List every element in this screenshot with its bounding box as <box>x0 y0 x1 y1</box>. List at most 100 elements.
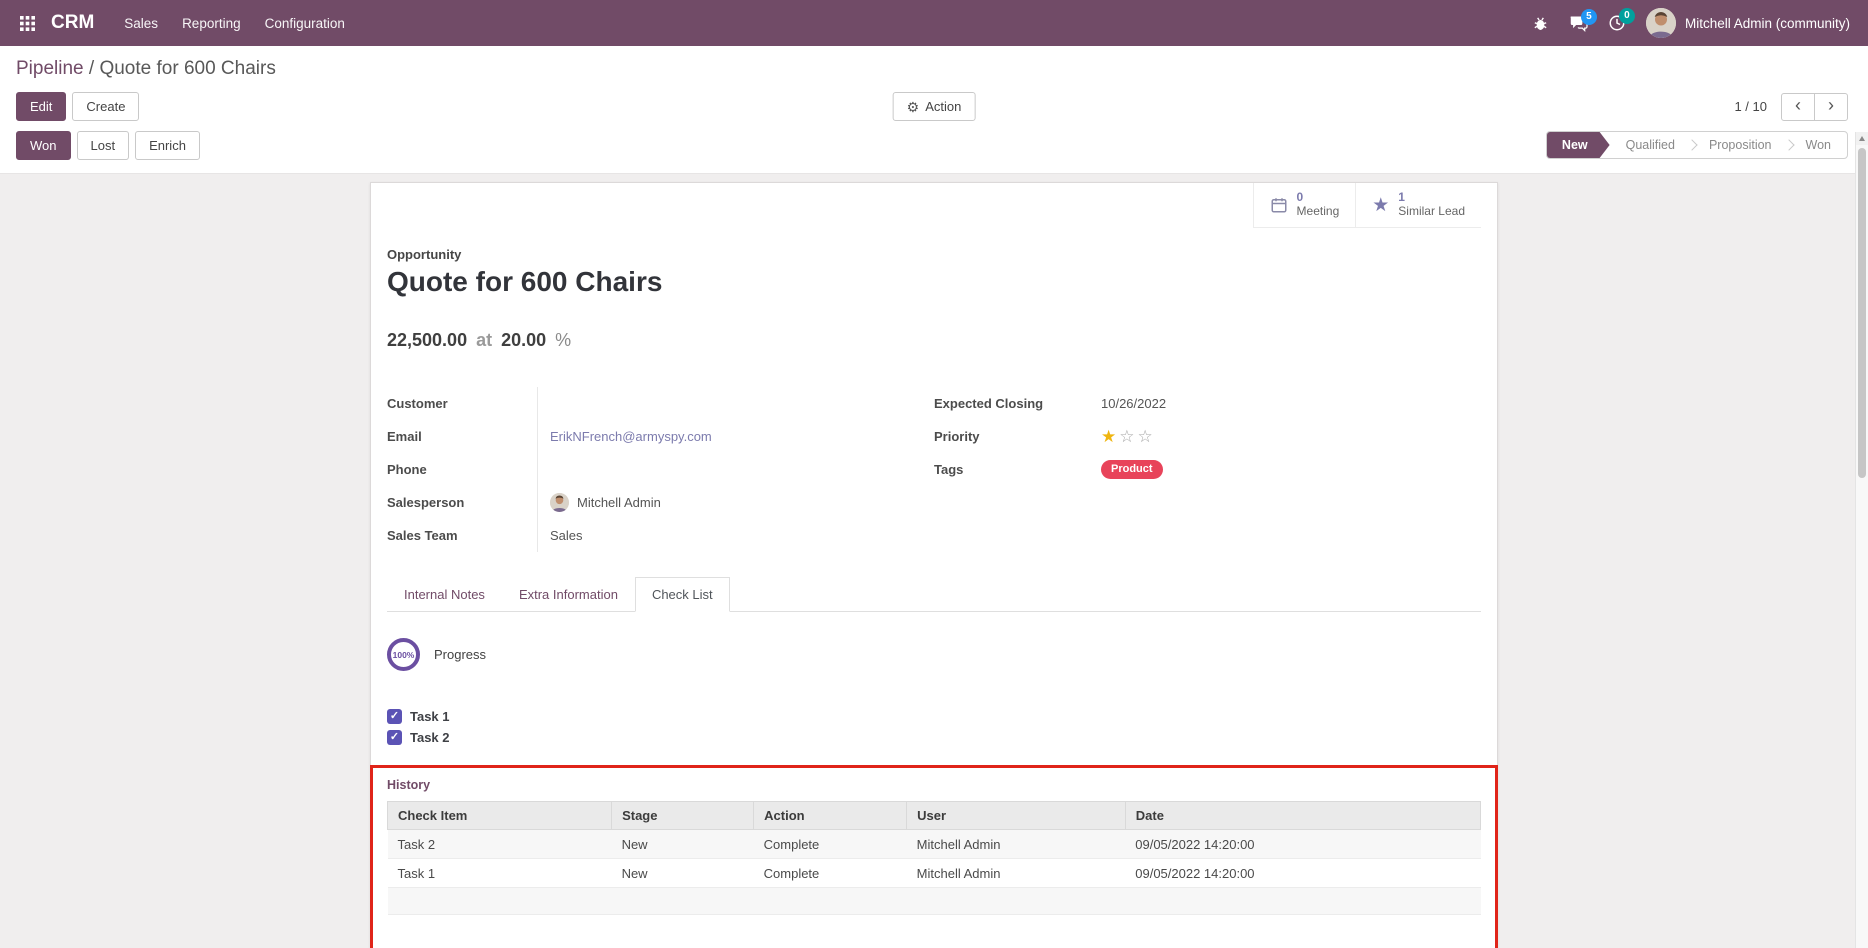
star-filled-icon[interactable]: ★ <box>1101 427 1120 446</box>
menu-reporting[interactable]: Reporting <box>182 15 241 31</box>
stage-qualified[interactable]: Qualified <box>1610 132 1691 158</box>
gear-icon: ⚙ <box>906 98 920 115</box>
star-icon: ★ <box>1372 194 1390 216</box>
menu-sales[interactable]: Sales <box>124 15 159 31</box>
sales-team-value[interactable]: Sales <box>550 528 583 543</box>
won-button[interactable]: Won <box>16 130 71 160</box>
phone-label: Phone <box>387 462 427 477</box>
history-cell: 09/05/2022 14:20:00 <box>1125 858 1481 888</box>
similar-leads-smart-button[interactable]: ★ 1 Similar Lead <box>1355 183 1481 228</box>
expected-revenue-row: 22,500.00 at 20.00 % <box>387 330 1481 351</box>
col-action: Action <box>753 801 908 830</box>
checkbox-checked-icon[interactable]: ✓ <box>387 709 402 724</box>
pager-previous-button[interactable]: ‹ <box>1781 92 1815 121</box>
star-empty-icon[interactable]: ☆ <box>1119 427 1138 446</box>
smart-button-box: 0 Meeting ★ 1 Similar Lead <box>1252 183 1481 228</box>
email-value-link[interactable]: ErikNFrench@armyspy.com <box>550 429 712 444</box>
task-1-label: Task 1 <box>410 709 450 724</box>
stage-won[interactable]: Won <box>1790 132 1847 158</box>
edit-button[interactable]: Edit <box>16 92 67 121</box>
create-button[interactable]: Create <box>72 92 140 121</box>
task-2-row[interactable]: ✓ Task 2 <box>387 730 1481 745</box>
messages-button[interactable]: 5 <box>1559 8 1598 38</box>
tab-extra-information[interactable]: Extra Information <box>518 587 618 602</box>
left-field-labels: Customer Email Phone Salesperson Sales T… <box>387 387 537 552</box>
activities-button[interactable]: 0 <box>1598 8 1636 38</box>
expected-revenue-value: 22,500.00 <box>387 330 468 350</box>
breadcrumb-pipeline-link[interactable]: Pipeline <box>16 58 84 79</box>
stage-new[interactable]: New <box>1547 132 1610 158</box>
task-checklist: ✓ Task 1 ✓ Task 2 <box>387 709 1481 745</box>
notebook-tabs: Internal Notes Extra Information Check L… <box>387 576 1481 612</box>
control-panel-left: Edit Create <box>16 92 140 121</box>
breadcrumb-current: Quote for 600 Chairs <box>99 58 276 79</box>
check-list-tab-pane: 100% Progress ✓ Task 1 ✓ Task 2 History <box>370 612 1498 948</box>
similar-lead-stat: 1 Similar Lead <box>1398 190 1465 219</box>
app-title[interactable]: CRM <box>51 12 95 33</box>
task-1-row[interactable]: ✓ Task 1 <box>387 709 1481 724</box>
history-cell: Mitchell Admin <box>906 858 1126 888</box>
scrollbar-thumb[interactable] <box>1858 148 1866 478</box>
menu-configuration[interactable]: Configuration <box>264 15 345 31</box>
meeting-stat: 0 Meeting <box>1296 190 1340 219</box>
annotation-rectangle: History Check Item Stage Action User Dat <box>370 765 1498 948</box>
scrollbar <box>1855 132 1868 948</box>
control-panel: Pipeline / Quote for 600 Chairs Edit Cre… <box>0 46 1868 173</box>
user-menu[interactable]: Mitchell Admin (community) <box>1636 8 1856 38</box>
customer-value <box>550 387 934 420</box>
control-panel-center: ⚙ Action <box>892 92 976 121</box>
field-groups: Customer Email Phone Salesperson Sales T… <box>387 387 1481 552</box>
navbar-right: 5 0 Mitchell Admin (comm <box>1522 8 1856 38</box>
action-menu-button[interactable]: ⚙ Action <box>892 92 976 121</box>
debug-bug-button[interactable] <box>1522 9 1559 38</box>
meeting-label: Meeting <box>1296 204 1340 218</box>
left-field-values: ErikNFrench@armyspy.com <box>537 387 934 552</box>
salesperson-value-row: Mitchell Admin <box>550 486 934 519</box>
expected-closing-label: Expected Closing <box>934 396 1044 411</box>
stage-qualified-label: Qualified <box>1625 138 1675 152</box>
tab-internal-notes[interactable]: Internal Notes <box>404 587 485 602</box>
similar-lead-count: 1 <box>1398 190 1405 205</box>
percent-sign: % <box>555 330 572 350</box>
meetings-smart-button[interactable]: 0 Meeting <box>1252 183 1356 228</box>
pager-next-button[interactable]: › <box>1814 92 1848 121</box>
star-empty-icon[interactable]: ☆ <box>1137 427 1156 446</box>
stage-won-label: Won <box>1805 138 1831 152</box>
priority-label: Priority <box>934 429 980 444</box>
expected-closing-value: 10/26/2022 <box>1101 396 1167 411</box>
lost-button[interactable]: Lost <box>76 130 130 160</box>
stage-statusbar: New Qualified Proposition Won <box>1545 131 1848 159</box>
right-field-labels: Expected Closing Priority Tags <box>934 387 1089 552</box>
progress-ring: 100% <box>387 638 420 671</box>
history-cell: Mitchell Admin <box>906 829 1126 859</box>
similar-lead-label: Similar Lead <box>1398 204 1465 218</box>
phone-value <box>550 453 934 486</box>
history-cell: Complete <box>753 829 907 859</box>
salesperson-value[interactable]: Mitchell Admin <box>577 495 661 510</box>
customer-label: Customer <box>387 396 448 411</box>
history-row: Task 1 New Complete Mitchell Admin 09/05… <box>387 858 1481 888</box>
stage-proposition[interactable]: Proposition <box>1693 132 1788 158</box>
apps-grid-icon <box>20 15 35 31</box>
history-empty-row <box>387 887 1481 915</box>
at-label: at <box>476 330 493 350</box>
chevron-left-icon: ‹ <box>1795 95 1801 115</box>
progress-row: 100% Progress <box>387 638 1481 671</box>
meeting-count: 0 <box>1296 190 1304 205</box>
progress-value: 100% <box>392 649 415 660</box>
tag-product: Product <box>1101 459 1163 480</box>
apps-menu-button[interactable] <box>12 10 43 37</box>
sales-team-label: Sales Team <box>387 528 458 543</box>
top-navbar: CRM Sales Reporting Configuration <box>0 0 1868 46</box>
checkbox-checked-icon[interactable]: ✓ <box>387 730 402 745</box>
col-date: Date <box>1124 801 1482 830</box>
priority-stars: ★ ☆ ☆ <box>1101 420 1481 453</box>
tab-check-list[interactable]: Check List <box>634 577 730 612</box>
history-cell: Task 2 <box>387 829 612 859</box>
pager: ‹ › <box>1781 92 1848 121</box>
enrich-button[interactable]: Enrich <box>135 130 200 160</box>
control-panel-right: 1 / 10 ‹ › <box>1734 92 1852 121</box>
scrollbar-up-arrow[interactable] <box>1856 132 1868 145</box>
history-cell: Task 1 <box>387 858 612 888</box>
